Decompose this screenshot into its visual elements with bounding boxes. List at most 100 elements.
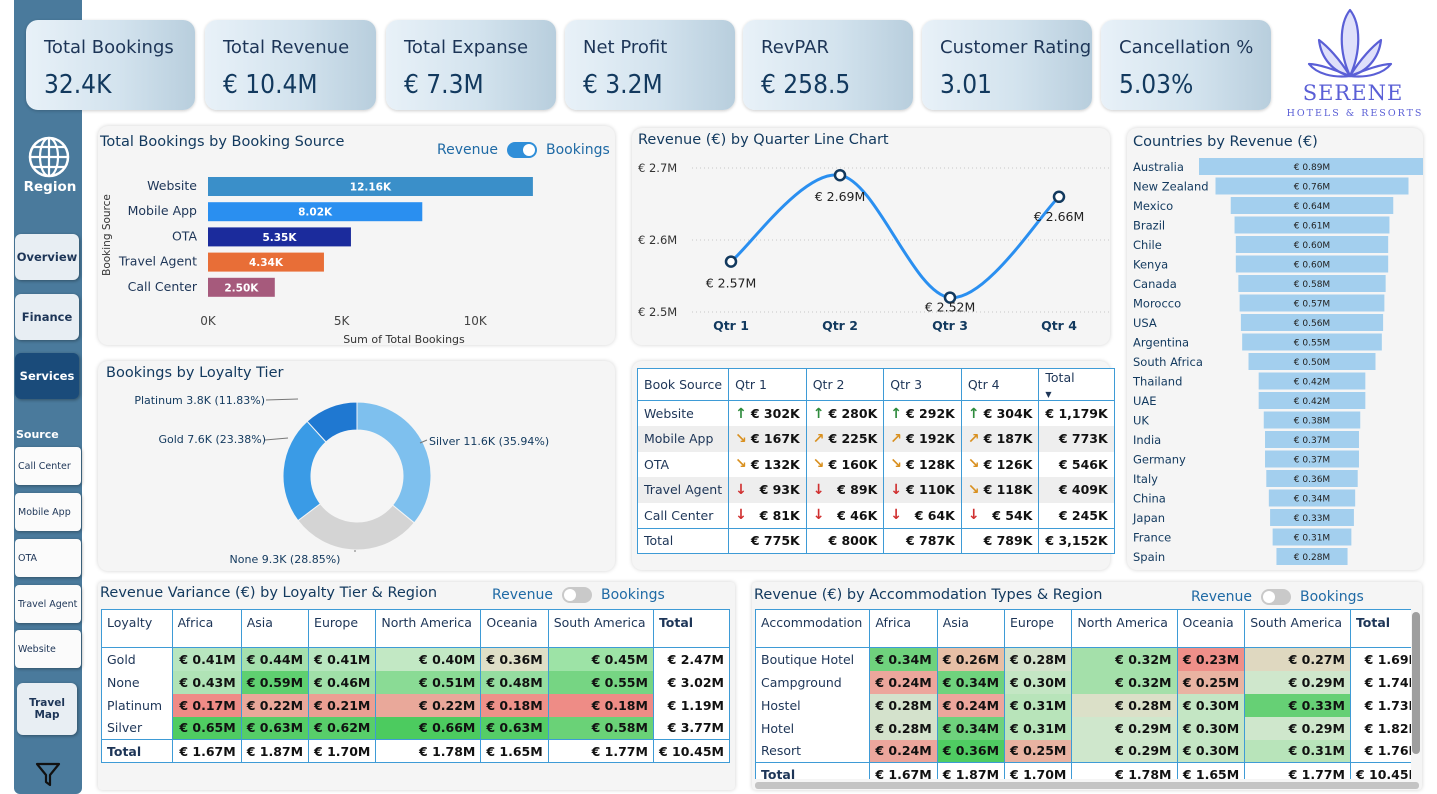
funnel-bar[interactable] [1263, 411, 1361, 429]
funnel-bar[interactable] [1235, 255, 1389, 273]
column-header[interactable]: Asia [241, 609, 310, 648]
column-header[interactable]: Accommodation [755, 609, 871, 648]
column-header[interactable]: Oceania [480, 609, 549, 648]
column-header[interactable]: Qtr 3 [883, 368, 962, 401]
row-total: € 1.19M [653, 693, 731, 717]
column-header[interactable]: Qtr 4 [961, 368, 1040, 401]
filter-icon[interactable] [34, 760, 62, 788]
heat-cell: € 0.24M [937, 693, 1006, 717]
column-header[interactable]: South America [1244, 609, 1351, 648]
table-row[interactable]: Call Center ↓ € 81K ↓ € 46K ↓ € 64K ↓ € 54K € 245… [637, 502, 1115, 528]
column-header[interactable]: Oceania [1177, 609, 1246, 648]
funnel-bar[interactable] [1270, 509, 1354, 526]
table-row[interactable]: Resort € 0.24M € 0.36M € 0.25M € 0.29M € 0.30… [755, 739, 1411, 763]
funnel-bar[interactable] [1199, 158, 1423, 175]
funnel-bar[interactable] [1234, 216, 1390, 234]
funnel-bar[interactable] [1230, 197, 1394, 214]
row-label: Website [637, 400, 730, 426]
funnel-bar[interactable] [1235, 236, 1389, 253]
column-header[interactable]: Total ▼ [1038, 368, 1115, 401]
table-row[interactable]: Travel Agent ↓ € 93K ↓ € 89K ↓ € 110K ↘ € 118K € … [637, 477, 1115, 503]
loyalty-region-toggle[interactable]: Revenue Bookings [492, 587, 665, 603]
heat-cell: € 0.55M [548, 670, 654, 694]
table-row[interactable]: Platinum € 0.17M € 0.22M € 0.21M € 0.22M € 0.… [101, 693, 731, 717]
donut-slice[interactable] [306, 401, 358, 443]
column-header[interactable]: Europe [308, 609, 377, 648]
bar[interactable] [208, 277, 275, 297]
column-header[interactable]: North America [375, 609, 482, 648]
column-header[interactable]: Europe [1004, 609, 1073, 648]
table-row[interactable]: Website ↑ € 302K ↑ € 280K ↑ € 292K ↑ € 304K € 1,1… [637, 400, 1115, 426]
heat-cell: € 0.21M [308, 693, 377, 717]
funnel-bar[interactable] [1242, 333, 1382, 351]
heat-cell: € 0.41M [308, 647, 377, 671]
bar[interactable] [208, 202, 423, 222]
toggle-switch[interactable] [561, 587, 592, 603]
heat-cell: € 0.34M [869, 647, 938, 671]
table-row[interactable]: Campground € 0.24M € 0.34M € 0.30M € 0.32M € … [755, 670, 1411, 694]
bar[interactable] [208, 227, 351, 247]
source-mobile-app[interactable]: Mobile App [15, 493, 81, 531]
booking-source-toggle[interactable]: Revenue Bookings [437, 142, 610, 158]
trend-arrow-icon: ↘ [967, 481, 980, 498]
horizontal-scrollbar[interactable] [755, 782, 1419, 789]
donut-slice[interactable] [356, 401, 432, 524]
table-row[interactable]: None € 0.43M € 0.59M € 0.46M € 0.51M € 0.48M €… [101, 670, 731, 694]
column-header[interactable]: South America [548, 609, 654, 648]
bar[interactable] [208, 177, 533, 196]
x-tick-label: Qtr 4 [1041, 318, 1077, 333]
funnel-bar[interactable] [1265, 431, 1359, 448]
table-row[interactable]: Mobile App ↘ € 167K ↗ € 225K ↗ € 192K ↗ € 187K € … [637, 426, 1115, 452]
source-travel-agent[interactable]: Travel Agent [15, 585, 81, 623]
funnel-bar[interactable] [1258, 372, 1366, 390]
funnel-bar[interactable] [1258, 392, 1366, 409]
column-header[interactable]: Book Source [637, 368, 730, 401]
funnel-bar[interactable] [1276, 548, 1348, 565]
funnel-bar[interactable] [1238, 275, 1386, 292]
funnel-bar[interactable] [1240, 314, 1384, 331]
table-row[interactable]: Silver € 0.65M € 0.63M € 0.62M € 0.66M € 0.63… [101, 716, 731, 740]
data-point[interactable] [1052, 190, 1066, 204]
table-row[interactable]: OTA ↘ € 132K ↘ € 160K ↘ € 128K ↘ € 126K € 546K [637, 451, 1115, 477]
row-total: € 3.77M [653, 716, 731, 740]
donut-slice[interactable] [297, 503, 415, 551]
funnel-bar[interactable] [1215, 177, 1409, 195]
funnel-bar[interactable] [1268, 489, 1356, 507]
column-header[interactable]: Qtr 1 [728, 368, 807, 401]
data-point[interactable] [833, 168, 847, 182]
accommodation-region-toggle[interactable]: Revenue Bookings [1191, 589, 1364, 605]
table-row[interactable]: Hotel € 0.28M € 0.34M € 0.31M € 0.29M € 0.30M… [755, 716, 1411, 740]
vertical-scrollbar[interactable] [1412, 612, 1420, 754]
table-row[interactable]: Boutique Hotel € 0.34M € 0.26M € 0.28M € 0.3… [755, 647, 1411, 671]
nav-overview[interactable]: Overview [15, 234, 79, 280]
funnel-bar[interactable] [1239, 294, 1385, 312]
funnel-bar[interactable] [1272, 528, 1352, 546]
column-header[interactable]: Africa [172, 609, 242, 648]
source-ota[interactable]: OTA [15, 539, 81, 577]
country-label: Thailand [1132, 375, 1182, 389]
nav-finance[interactable]: Finance [15, 294, 79, 340]
nav-services[interactable]: Services [15, 353, 79, 399]
travel-map-button[interactable]: Travel Map [17, 683, 77, 735]
funnel-bar[interactable] [1248, 353, 1376, 370]
data-point[interactable] [943, 291, 957, 304]
data-point[interactable] [724, 255, 738, 268]
globe-icon[interactable] [26, 134, 74, 182]
column-header[interactable]: North America [1071, 609, 1178, 648]
column-header[interactable]: Total [653, 609, 731, 648]
table-row[interactable]: Hostel € 0.28M € 0.24M € 0.31M € 0.28M € 0.30… [755, 693, 1411, 717]
column-header[interactable]: Africa [869, 609, 938, 648]
column-header[interactable]: Qtr 2 [806, 368, 885, 401]
column-header[interactable]: Total [1350, 609, 1411, 648]
source-website[interactable]: Website [15, 630, 81, 668]
toggle-switch[interactable] [506, 142, 537, 158]
source-call-center[interactable]: Call Center [15, 447, 81, 485]
sort-down-icon[interactable]: ▼ [1045, 389, 1052, 399]
bar[interactable] [208, 252, 324, 272]
column-header[interactable]: Asia [937, 609, 1006, 648]
column-header[interactable]: Loyalty [101, 609, 173, 648]
funnel-bar[interactable] [1266, 470, 1358, 487]
funnel-bar[interactable] [1265, 450, 1359, 468]
toggle-switch[interactable] [1260, 589, 1291, 605]
table-row[interactable]: Gold € 0.41M € 0.44M € 0.41M € 0.40M € 0.36M €… [101, 647, 731, 671]
